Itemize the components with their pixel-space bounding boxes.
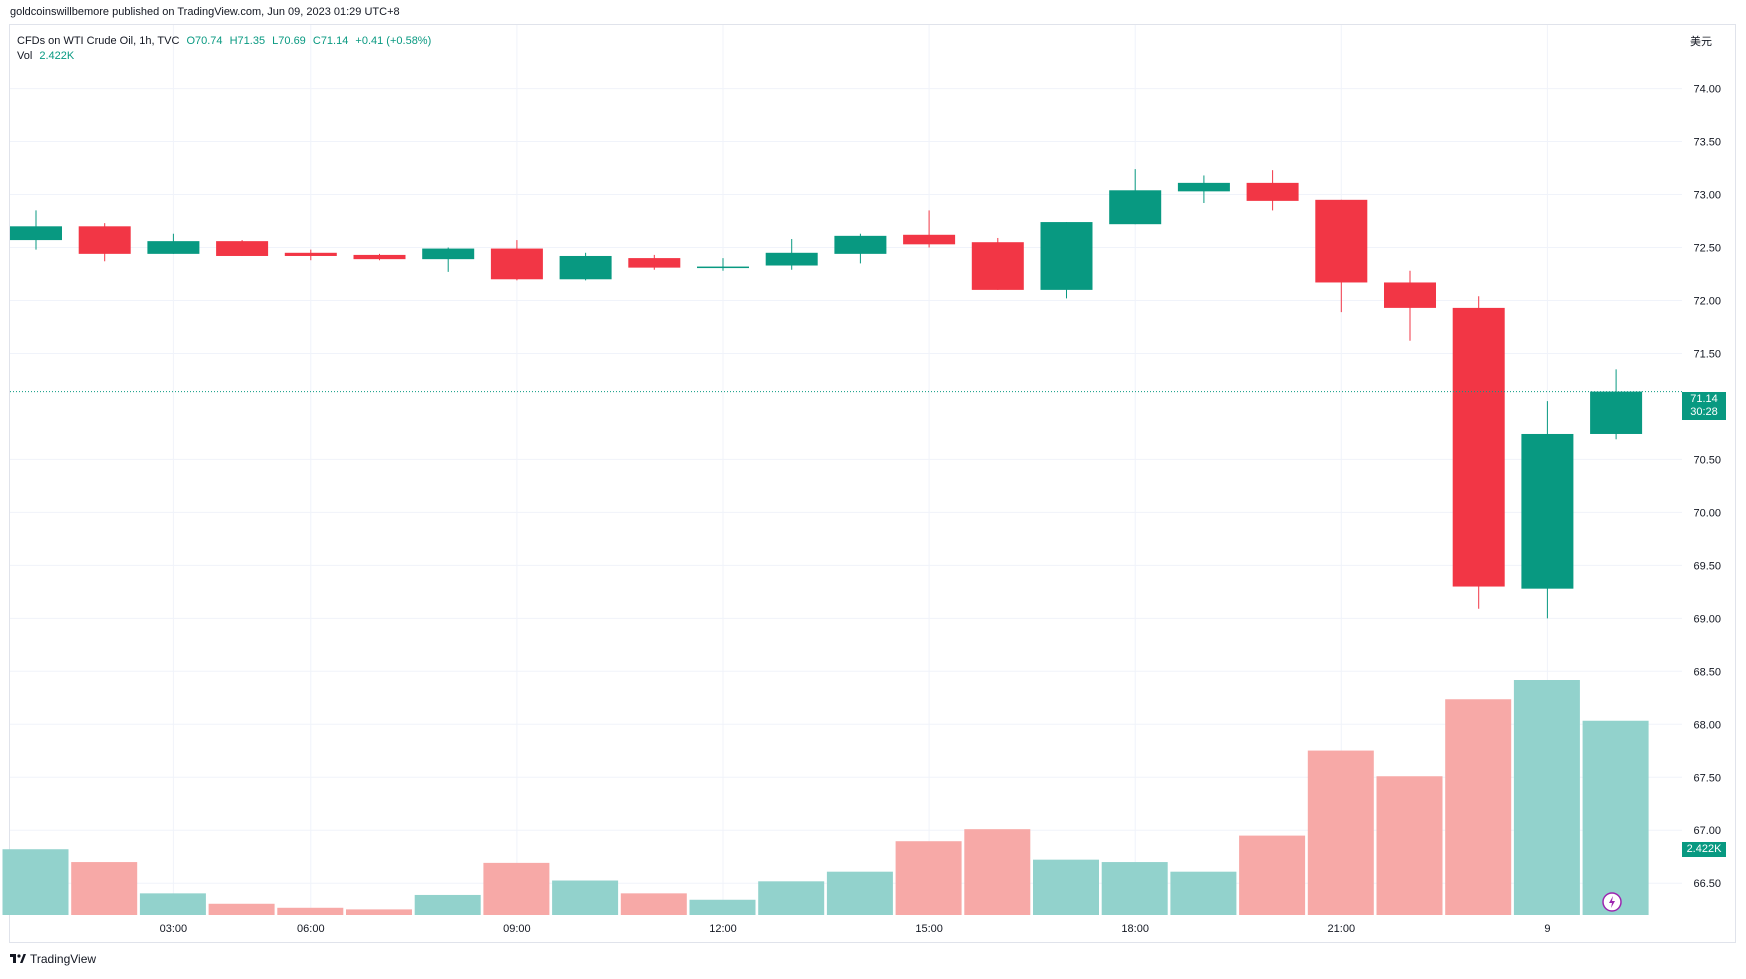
y-tick-label: 74.00 — [1693, 84, 1721, 96]
y-tick-label: 70.50 — [1693, 454, 1721, 466]
candle-body — [903, 234, 956, 245]
volume-bar — [208, 903, 275, 915]
candle-body — [1452, 307, 1505, 587]
candle-body — [1246, 182, 1299, 201]
bar-countdown: 30:28 — [1690, 406, 1718, 418]
chart-frame — [9, 24, 1736, 943]
x-tick-label: 21:00 — [1328, 923, 1356, 935]
volume-value: 2.422K — [39, 50, 75, 62]
volume-bar — [1033, 859, 1099, 915]
candle-body — [765, 252, 818, 266]
candle-body — [1315, 199, 1368, 283]
candle-body — [1040, 222, 1093, 290]
x-tick-label: 18:00 — [1121, 923, 1149, 935]
close-value: C71.14 — [312, 35, 349, 47]
volume-bar — [346, 909, 412, 915]
volume-bar — [1376, 776, 1443, 915]
candle-body — [559, 255, 612, 280]
y-tick-label: 72.00 — [1693, 295, 1721, 307]
x-tick-label: 09:00 — [503, 923, 531, 935]
low-value: L70.69 — [272, 35, 306, 47]
chart-legend: CFDs on WTI Crude Oil, 1h, TVC O70.74 H7… — [17, 34, 435, 64]
candle-body — [628, 258, 681, 268]
candle-body — [1109, 190, 1162, 225]
y-tick-label: 69.00 — [1693, 613, 1721, 625]
footer-brand[interactable]: TradingView — [10, 952, 96, 966]
candle-body — [353, 254, 406, 260]
volume-bar — [1101, 862, 1168, 915]
y-tick-label: 69.50 — [1693, 560, 1721, 572]
high-value: H71.35 — [229, 35, 266, 47]
x-tick-label: 9 — [1544, 923, 1550, 935]
y-tick-label: 72.50 — [1693, 243, 1721, 255]
volume-bar — [2, 849, 69, 915]
currency-label[interactable]: 美元 — [1690, 36, 1712, 48]
volume-bar — [483, 862, 550, 915]
volume-bar — [1170, 871, 1237, 915]
y-tick-label: 68.50 — [1693, 666, 1721, 678]
candle-body — [1590, 391, 1643, 434]
volume-bar — [1307, 750, 1374, 915]
change-value: +0.41 (+0.58%) — [355, 35, 432, 47]
last-price-value: 71.14 — [1690, 393, 1718, 405]
y-tick-label: 67.50 — [1693, 772, 1721, 784]
volume-bar — [826, 871, 893, 915]
volume-bar — [1239, 835, 1306, 915]
volume-label: Vol — [17, 50, 33, 62]
published-caption: goldcoinswillbemore published on Trading… — [10, 6, 400, 18]
y-tick-label: 73.50 — [1693, 137, 1721, 149]
volume-bar — [414, 894, 481, 915]
candle-body — [10, 226, 62, 241]
volume-bar — [895, 841, 962, 915]
brand-name: TradingView — [30, 952, 97, 966]
y-tick-label: 73.00 — [1693, 190, 1721, 202]
candle-body — [1384, 282, 1436, 308]
candle-body — [1521, 433, 1574, 589]
volume-tag: 2.422K — [1682, 842, 1726, 857]
x-tick-label: 06:00 — [297, 923, 325, 935]
candle-body — [147, 241, 200, 254]
open-value: O70.74 — [186, 35, 223, 47]
y-tick-label: 67.00 — [1693, 825, 1721, 837]
y-tick-label: 71.50 — [1693, 348, 1721, 360]
candle-body — [834, 235, 887, 254]
volume-bar — [1445, 699, 1512, 915]
candle-body — [422, 248, 475, 260]
x-tick-label: 03:00 — [160, 923, 188, 935]
volume-bar — [552, 880, 619, 915]
volume-bar — [689, 899, 756, 915]
volume-bar — [758, 881, 825, 915]
symbol-label: CFDs on WTI Crude Oil, 1h, TVC — [17, 35, 180, 47]
volume-bar — [1582, 720, 1649, 915]
volume-bar — [139, 893, 206, 915]
ohlc-line: CFDs on WTI Crude Oil, 1h, TVC O70.74 H7… — [17, 34, 435, 49]
candle-body — [216, 241, 269, 256]
lightning-icon[interactable] — [1602, 892, 1622, 912]
x-tick-label: 12:00 — [709, 923, 737, 935]
tradingview-logo-icon — [10, 954, 26, 963]
x-tick-label: 15:00 — [915, 923, 943, 935]
candle-body — [284, 252, 337, 256]
volume-bar — [71, 862, 138, 915]
candle-body — [971, 242, 1024, 290]
candle-body — [490, 248, 543, 280]
volume-line: Vol 2.422K — [17, 49, 435, 64]
volume-bar — [964, 829, 1031, 915]
y-tick-label: 68.00 — [1693, 719, 1721, 731]
last-price-tag: 71.14 30:28 — [1682, 392, 1726, 420]
candle-body — [1177, 182, 1230, 192]
candle-body — [78, 226, 131, 254]
volume-bar — [277, 907, 344, 915]
volume-bar — [1513, 680, 1580, 915]
volume-bar — [620, 893, 687, 915]
candle-body — [697, 266, 749, 269]
y-tick-label: 66.50 — [1693, 878, 1721, 890]
y-tick-label: 70.00 — [1693, 507, 1721, 519]
